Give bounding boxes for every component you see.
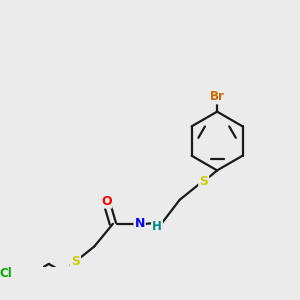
Text: H: H bbox=[152, 220, 162, 233]
Text: Cl: Cl bbox=[0, 267, 12, 280]
Text: S: S bbox=[71, 255, 80, 268]
Text: O: O bbox=[101, 195, 112, 208]
Text: S: S bbox=[199, 175, 208, 188]
Text: N: N bbox=[134, 217, 145, 230]
Text: Br: Br bbox=[210, 91, 224, 103]
